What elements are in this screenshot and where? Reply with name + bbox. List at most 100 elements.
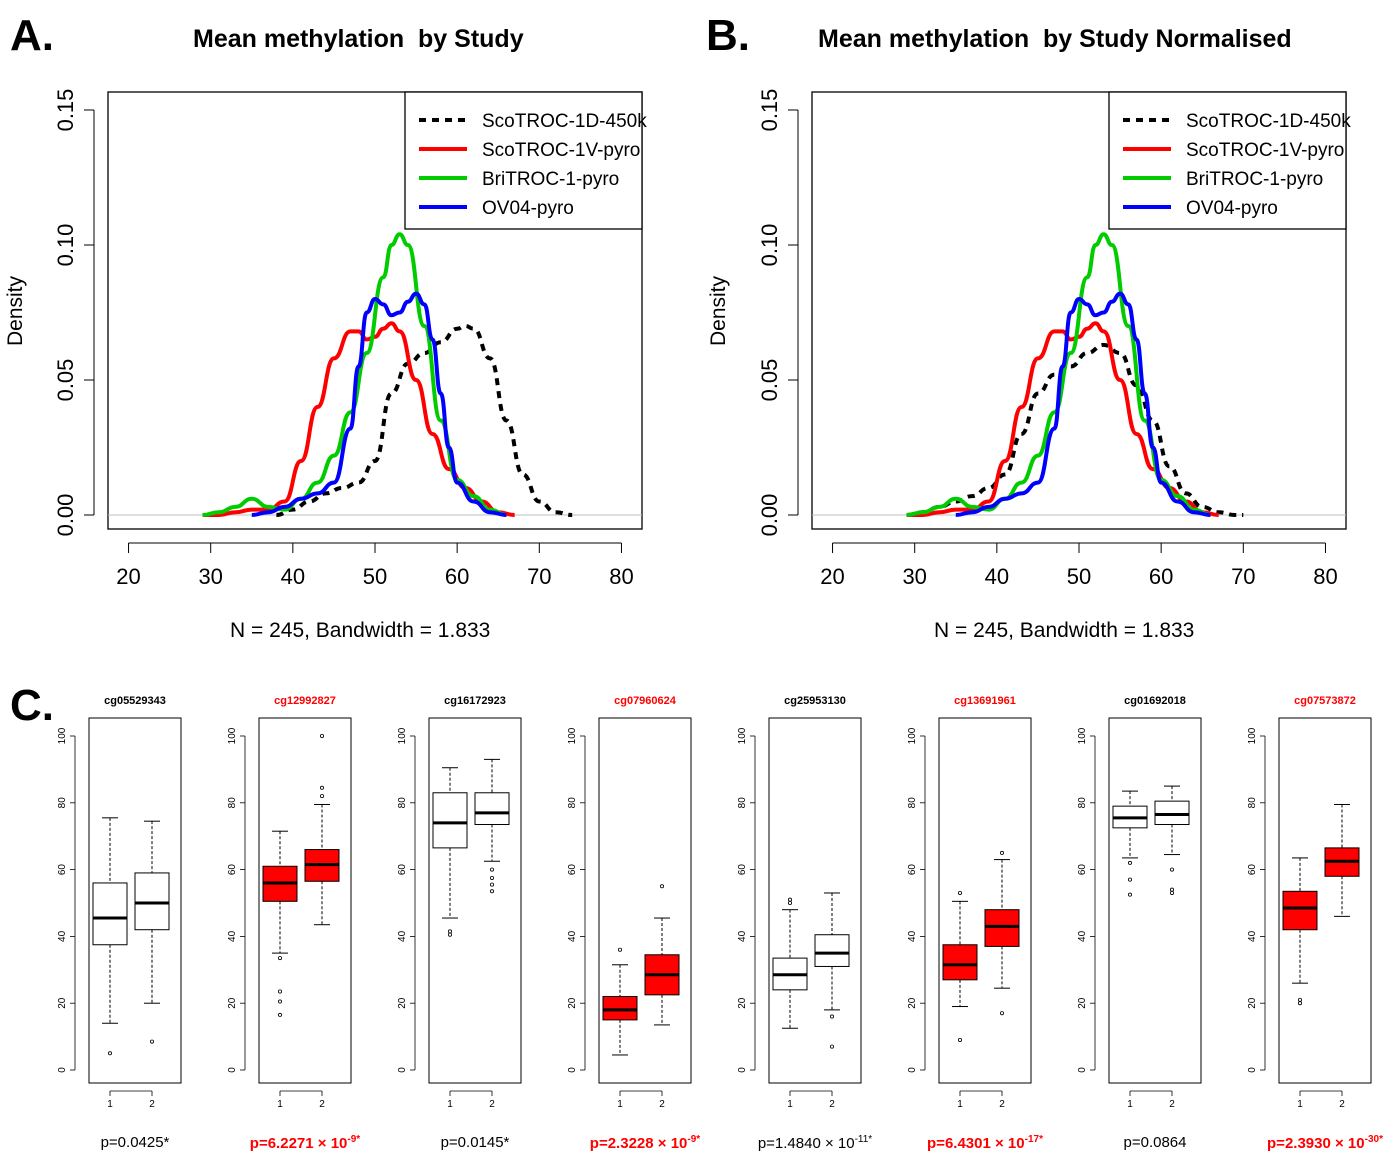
boxplot-y-tick-label-5-3: 60 xyxy=(907,864,918,876)
outlier-2-0-1 xyxy=(447,932,452,937)
box-5-1 xyxy=(984,909,1020,947)
p-value-exponent-5: -17* xyxy=(1024,1134,1043,1145)
x-tick-label-b-1: 30 xyxy=(902,564,926,589)
p-value-4: p=1.4840 × 10-11* xyxy=(727,1135,903,1152)
boxplot-y-tick-label-7-5: 100 xyxy=(1247,727,1258,744)
boxplot-frame-2 xyxy=(428,717,522,1084)
boxplot-frame-6 xyxy=(1108,717,1202,1084)
x-tick-label-a-4: 60 xyxy=(445,564,469,589)
box-2-1 xyxy=(474,792,510,826)
outlier-0-0-0 xyxy=(108,1051,113,1056)
p-value-exponent-7: -30* xyxy=(1364,1134,1383,1145)
box-3-0 xyxy=(602,996,638,1021)
boxplot-x-tick-label-1-0: 1 xyxy=(277,1099,283,1110)
legend-label-b-3: OV04-pyro xyxy=(1186,198,1278,219)
boxplot-y-tick-label-2-4: 80 xyxy=(397,797,408,809)
boxplot-y-tick-label-5-5: 100 xyxy=(907,727,918,744)
p-value-0: p=0.0425* xyxy=(47,1135,223,1150)
boxplot-y-tick-label-7-2: 40 xyxy=(1247,930,1258,942)
outlier-4-1-1 xyxy=(830,1044,835,1049)
boxplot-y-tick-label-3-5: 100 xyxy=(567,727,578,744)
chart-b-title: Mean methylation by Study Normalised xyxy=(818,25,1292,53)
outlier-5-0-1 xyxy=(958,1037,963,1042)
outlier-1-0-1 xyxy=(277,989,282,994)
y-tick-label-a-2: 0.10 xyxy=(53,224,78,267)
boxplot-frame-7 xyxy=(1278,717,1372,1084)
p-value-3: p=2.3228 × 10-9* xyxy=(557,1135,733,1152)
x-tick-label-a-3: 50 xyxy=(363,564,387,589)
outlier-2-0-0 xyxy=(447,929,452,934)
boxplot-y-tick-label-3-4: 80 xyxy=(567,797,578,809)
boxplot-y-tick-label-3-0: 0 xyxy=(567,1067,578,1073)
outlier-6-0-1 xyxy=(1128,877,1133,882)
boxplot-x-tick-label-4-1: 2 xyxy=(829,1099,835,1110)
p-value-base-6: p=0.0864 xyxy=(1123,1134,1187,1151)
boxplot-frame-1 xyxy=(258,717,352,1084)
boxplot-y-tick-label-6-0: 0 xyxy=(1077,1067,1088,1073)
boxplot-frame-5 xyxy=(938,717,1032,1084)
x-tick-label-b-3: 50 xyxy=(1067,564,1091,589)
box-6-1 xyxy=(1154,800,1190,826)
boxplot-2: cg16172923 0 20 40 60 80 100 1 2 xyxy=(397,695,522,1110)
outlier-3-0-0 xyxy=(618,947,623,952)
boxplot-title-5: cg13691961 xyxy=(954,695,1016,707)
outlier-2-1-2 xyxy=(489,882,494,887)
boxplot-y-tick-label-0-5: 100 xyxy=(57,727,68,744)
outlier-4-0-0 xyxy=(788,901,793,906)
chart-a-title: Mean methylation by Study xyxy=(193,25,524,53)
boxplot-title-6: cg01692018 xyxy=(1124,695,1186,707)
boxplot-y-tick-label-6-1: 20 xyxy=(1077,997,1088,1009)
density-line-b-3 xyxy=(955,291,1211,517)
p-value-base-7: p=2.3930 × 10 xyxy=(1267,1135,1365,1152)
boxplot-title-4: cg25953130 xyxy=(784,695,846,707)
boxplot-y-tick-label-7-4: 80 xyxy=(1247,797,1258,809)
boxplot-y-tick-label-1-3: 60 xyxy=(227,864,238,876)
density-line-a-2 xyxy=(202,232,507,517)
outlier-2-1-0 xyxy=(489,867,494,872)
outlier-7-0-0 xyxy=(1298,997,1303,1002)
boxplot-frame-0 xyxy=(88,717,182,1084)
density-line-b-2 xyxy=(906,232,1211,517)
boxplot-x-tick-label-4-0: 1 xyxy=(787,1099,793,1110)
boxplot-x-tick-label-0-1: 2 xyxy=(149,1099,155,1110)
panel-a-label: A. xyxy=(10,11,54,60)
outlier-7-0-1 xyxy=(1298,1001,1303,1006)
legend-label-b-1: ScoTROC-1V-pyro xyxy=(1186,140,1344,161)
outlier-5-1-0 xyxy=(1000,850,1005,855)
boxplot-y-tick-label-4-2: 40 xyxy=(737,930,748,942)
p-value-base-4: p=1.4840 × 10 xyxy=(757,1135,855,1152)
outlier-1-1-0 xyxy=(319,794,324,799)
boxplot-y-tick-label-1-2: 40 xyxy=(227,930,238,942)
outlier-2-1-3 xyxy=(489,889,494,894)
p-value-base-0: p=0.0425* xyxy=(100,1134,170,1151)
x-tick-label-a-0: 20 xyxy=(116,564,140,589)
boxplot-y-tick-label-0-1: 20 xyxy=(57,997,68,1009)
outlier-5-1-1 xyxy=(1000,1011,1005,1016)
chart-b-bandwidth-note: N = 245, Bandwidth = 1.833 xyxy=(934,619,1195,642)
chart-a-bandwidth-note: N = 245, Bandwidth = 1.833 xyxy=(230,619,491,642)
boxplot-y-tick-label-3-2: 40 xyxy=(567,930,578,942)
boxplot-y-tick-label-7-3: 60 xyxy=(1247,864,1258,876)
boxplot-x-tick-label-7-1: 2 xyxy=(1339,1099,1345,1110)
outlier-5-0-0 xyxy=(958,890,963,895)
boxplot-y-tick-label-2-0: 0 xyxy=(397,1067,408,1073)
boxplot-x-tick-label-7-0: 1 xyxy=(1297,1099,1303,1110)
boxplot-0: cg05529343 0 20 40 60 80 100 1 2 xyxy=(57,695,182,1110)
p-value-base-3: p=2.3228 × 10 xyxy=(589,1135,688,1152)
box-0-1 xyxy=(134,872,170,931)
legend-label-a-3: OV04-pyro xyxy=(482,198,574,219)
boxplot-x-tick-label-5-1: 2 xyxy=(999,1099,1005,1110)
x-tick-label-b-6: 80 xyxy=(1313,564,1337,589)
outlier-1-1-1 xyxy=(319,785,324,790)
boxplot-4: cg25953130 0 20 40 60 80 100 1 2 xyxy=(737,695,862,1110)
y-tick-label-a-1: 0.05 xyxy=(53,359,78,402)
boxplot-y-tick-label-5-4: 80 xyxy=(907,797,918,809)
outlier-6-0-2 xyxy=(1128,892,1133,897)
boxplot-y-tick-label-4-3: 60 xyxy=(737,864,748,876)
boxplot-y-tick-label-0-2: 40 xyxy=(57,930,68,942)
boxplot-y-tick-label-4-1: 20 xyxy=(737,997,748,1009)
boxplot-x-tick-label-6-0: 1 xyxy=(1127,1099,1133,1110)
outlier-1-0-2 xyxy=(277,999,282,1004)
boxplot-y-tick-label-7-0: 0 xyxy=(1247,1067,1258,1073)
y-axis-label-a: Density xyxy=(4,275,27,346)
